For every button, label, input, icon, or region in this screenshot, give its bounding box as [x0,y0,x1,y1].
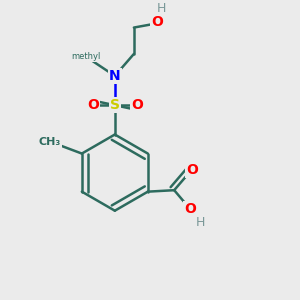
Text: O: O [131,98,143,112]
Text: S: S [110,98,120,112]
Text: O: O [87,98,99,112]
Text: methyl: methyl [71,52,100,62]
Text: CH₃: CH₃ [38,137,61,147]
Text: H: H [196,216,205,229]
Text: O: O [184,202,196,216]
Text: O: O [186,163,198,177]
Text: H: H [157,2,166,15]
Text: N: N [109,69,121,83]
Text: O: O [152,15,163,29]
